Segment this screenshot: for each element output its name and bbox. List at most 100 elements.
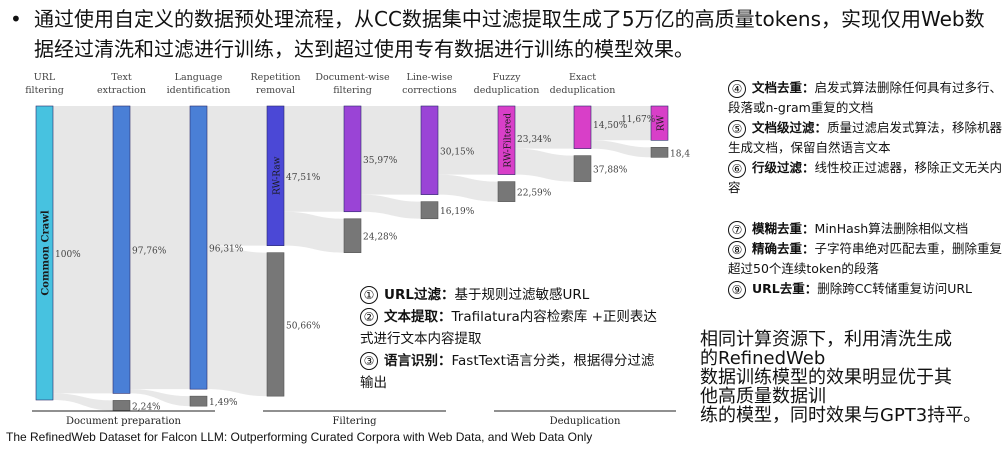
stage-header: identification xyxy=(167,85,231,96)
bar-inner-label: RW-Filtered xyxy=(504,113,514,168)
drop-bar xyxy=(573,155,592,182)
flow-ribbon xyxy=(438,106,498,175)
stage-header: URL xyxy=(34,72,56,83)
notes-left: ① URL过滤：基于规则过滤敏感URL ② 文本提取：Trafilatura内容检索… xyxy=(360,284,660,394)
stage-bar xyxy=(189,105,208,390)
drop-ribbon xyxy=(284,211,344,253)
stage-bar xyxy=(112,105,131,394)
value-label: 97,76% xyxy=(132,247,167,257)
summary-line: 相同计算资源下，利用清洗生成 xyxy=(700,329,952,350)
pipeline-chart: 2,24% 1,49% 50,66% 24,28% 16,19% 22,59% 37,88%… xyxy=(25,72,690,427)
summary-line: 的RefinedWeb xyxy=(700,348,826,369)
drop-label: 1,49% xyxy=(209,398,238,408)
value-label: 35,97% xyxy=(363,156,398,166)
drop-label: 50,66% xyxy=(286,321,321,331)
note-number: ③ xyxy=(360,352,378,370)
note-language-id: ③ 语言识别：FastText语言分类，根据得分过滤输出 xyxy=(360,352,655,391)
note-title: 文档去重 xyxy=(752,80,803,95)
stage-header: Language xyxy=(175,72,223,83)
value-label: 11,67% xyxy=(621,115,656,125)
drop-label: 24,28% xyxy=(363,233,398,243)
stage-header: Fuzzy xyxy=(492,72,521,83)
stage-bar xyxy=(650,105,669,141)
note-number: ⑦ xyxy=(728,220,746,239)
drop-label: 18,47% xyxy=(670,149,690,159)
note-line-filter: ⑥ 行级过滤：线性校正过滤器，移除正文无关内容 xyxy=(728,159,1003,195)
drop-label: 16,19% xyxy=(440,207,475,217)
headline-text: 通过使用自定义的数据预处理流程，从CC数据集中过滤提取生成了5万亿的高质量tok… xyxy=(34,7,985,61)
summary-text: 相同计算资源下，利用清洗生成 的RefinedWeb 数据训练模型的效果明显优于… xyxy=(700,330,1005,425)
figure-caption: The RefinedWeb Dataset for Falcon LLM: O… xyxy=(6,430,593,444)
note-number: ④ xyxy=(728,79,746,98)
stage-bar xyxy=(266,105,285,246)
stage-header: filtering xyxy=(25,85,64,96)
note-number: ⑧ xyxy=(728,240,746,259)
value-label: 47,51% xyxy=(286,173,321,183)
flow-ribbon xyxy=(591,106,651,141)
stage-header: corrections xyxy=(402,85,457,96)
drop-ribbon xyxy=(438,174,498,202)
note-title: 精确去重 xyxy=(752,241,803,256)
note-title: 文本提取 xyxy=(384,309,438,325)
flow-ribbon xyxy=(284,106,344,212)
note-url-filtering: ① URL过滤：基于规则过滤敏感URL xyxy=(360,284,660,306)
stage-header: Document-wise xyxy=(315,72,390,83)
flow-ribbon xyxy=(361,106,421,195)
stage-header: Exact xyxy=(569,72,596,83)
stage-header: Repetition xyxy=(250,72,300,83)
note-number: ② xyxy=(360,308,378,326)
drop-bar xyxy=(497,181,516,202)
note-desc: 启发式算法删除任何具有过多行、段落或n-gram重复的文档 xyxy=(728,80,1003,115)
summary-line: 练的模型，同时效果与GPT3持平。 xyxy=(700,405,982,426)
note-title: 文档级过滤 xyxy=(752,120,815,135)
drop-label: 2,24% xyxy=(132,402,161,412)
note-url-dedup: ⑨ URL去重：删除跨CC转储重复访问URL xyxy=(728,279,1003,299)
stage-header: Line-wise xyxy=(407,72,453,83)
value-label: 96,31% xyxy=(209,245,244,255)
note-desc: 线性校正过滤器，移除正文无关内容 xyxy=(728,160,1003,195)
drop-ribbon xyxy=(591,140,651,158)
value-label: 100% xyxy=(55,250,81,260)
bar-inner-label: Common Crawl xyxy=(41,210,52,296)
drop-bar xyxy=(266,252,285,397)
stage-bar xyxy=(35,105,54,401)
note-title: URL去重 xyxy=(752,281,805,296)
value-label: 23,34% xyxy=(517,135,552,145)
note-title: 语言识别 xyxy=(384,353,438,369)
note-number: ① xyxy=(360,286,378,304)
flow-ribbon xyxy=(53,106,113,394)
stage-header: filtering xyxy=(333,85,372,96)
note-desc: 质量过滤启发式算法，移除机器生成文档，保留自然语言文本 xyxy=(728,120,1003,155)
note-doc-dedup: ④ 文档去重：启发式算法删除任何具有过多行、段落或n-gram重复的文档 xyxy=(728,79,1003,115)
value-label: 14,50% xyxy=(593,121,628,131)
drop-ribbon xyxy=(53,393,113,411)
flow-ribbon xyxy=(130,106,190,390)
notes-right-top: ④ 文档去重：启发式算法删除任何具有过多行、段落或n-gram重复的文档 ⑤ 文档级… xyxy=(728,78,1003,198)
drop-bar xyxy=(112,400,131,411)
note-desc: 子字符串绝对匹配去重，删除重复超过50个连续token的段落 xyxy=(728,241,1003,276)
group-label: Document preparation xyxy=(66,416,182,427)
stage-bar xyxy=(420,105,439,195)
drop-bar xyxy=(343,218,362,253)
value-label: 30,15% xyxy=(440,147,475,157)
summary-line: 数据训练模型的效果明显优于其 xyxy=(700,367,952,388)
stage-header: extraction xyxy=(97,85,146,96)
drop-ribbon xyxy=(361,194,421,219)
flow-ribbon xyxy=(207,106,267,246)
drop-bar xyxy=(189,395,208,407)
note-doc-filter: ⑤ 文档级过滤：质量过滤启发式算法，移除机器生成文档，保留自然语言文本 xyxy=(728,119,1003,155)
note-number: ⑥ xyxy=(728,159,746,178)
summary-line: 他高质量数据训 xyxy=(700,386,826,407)
note-text-extraction: ② 文本提取：Trafilatura内容检索库 +正则表达式进行文本内容提取 xyxy=(360,308,657,347)
flow-ribbon xyxy=(515,106,574,149)
note-number: ⑨ xyxy=(728,280,746,299)
note-desc: 删除跨CC转储重复访问URL xyxy=(817,281,973,296)
note-number: ⑤ xyxy=(728,119,746,138)
stage-bar xyxy=(573,105,592,149)
drop-label: 37,88% xyxy=(593,166,628,176)
stage-header: deduplication xyxy=(550,85,616,96)
stage-header: removal xyxy=(256,85,295,96)
drop-ribbon xyxy=(207,245,267,397)
group-label: Deduplication xyxy=(550,416,621,427)
note-title: 行级过滤 xyxy=(752,160,803,175)
